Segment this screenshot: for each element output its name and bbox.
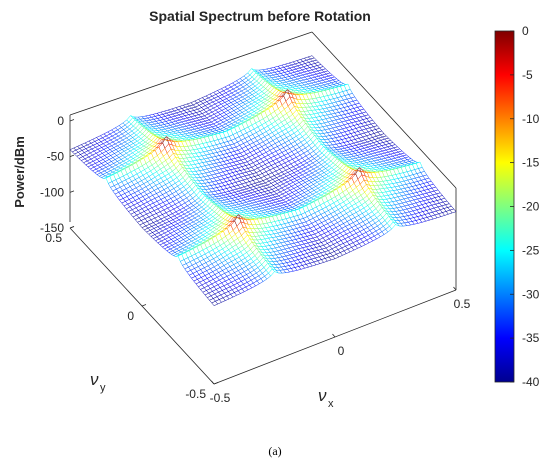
x-tick-mark	[211, 380, 215, 385]
colorbar-tick-label: -20	[522, 200, 540, 214]
chart-title: Spatial Spectrum before Rotation	[149, 8, 371, 24]
y-tick-mark	[69, 226, 75, 229]
colorbar-tick-label: -5	[522, 68, 533, 82]
x-axis-label: ν x	[318, 386, 334, 410]
z-tick-mark	[69, 119, 75, 122]
z-tick-labels: 0-50-100-150	[40, 114, 75, 235]
back-edge-line	[69, 31, 313, 116]
colorbar-tick-labels: 0 -5 -10 -15 -20 -25 -30 -35 -40	[510, 24, 540, 389]
x-axis-label-main: ν	[318, 386, 327, 405]
y-axis-label-sub: y	[100, 382, 106, 394]
x-tick-labels: -0.5 0 0.5	[210, 286, 471, 405]
z-tick-label: -50	[47, 150, 65, 164]
figure-caption: (a)	[268, 444, 282, 458]
colorbar-tick-label: -40	[522, 375, 540, 389]
x-axis-label-sub: x	[328, 398, 334, 410]
y-tick-label: -0.5	[185, 387, 206, 401]
y-tick-mark	[213, 382, 219, 385]
colorbar-tick-label: -30	[522, 287, 540, 301]
y-tick-label: 0	[127, 309, 134, 323]
z-axis-label: Power/dBm	[12, 136, 27, 208]
x-tick-label: -0.5	[210, 391, 231, 405]
z-tick-mark	[69, 154, 75, 158]
z-tick-label: 0	[57, 114, 64, 128]
colorbar: 0 -5 -10 -15 -20 -25 -30 -35 -40	[494, 24, 540, 389]
colorbar-tick-label: 0	[522, 24, 529, 38]
colorbar-tick-label: -10	[522, 112, 540, 126]
colorbar-tick-label: -15	[522, 156, 540, 170]
z-tick-label: -100	[40, 185, 64, 199]
x-tick-label: 0.5	[454, 297, 471, 311]
y-tick-mark	[141, 304, 147, 307]
x-tick-mark	[332, 333, 336, 338]
x-tick-label: 0	[338, 344, 345, 358]
y-axis-label-main: ν	[90, 370, 99, 389]
colorbar-tick-label: -25	[522, 243, 540, 257]
back-right-edge-line	[311, 31, 457, 189]
y-axis-label: ν y	[90, 370, 106, 394]
y-tick-label: 0.5	[45, 231, 62, 245]
surface-mesh	[69, 55, 457, 307]
colorbar-tick-label: -35	[522, 331, 540, 345]
z-tick-mark	[69, 190, 75, 193]
